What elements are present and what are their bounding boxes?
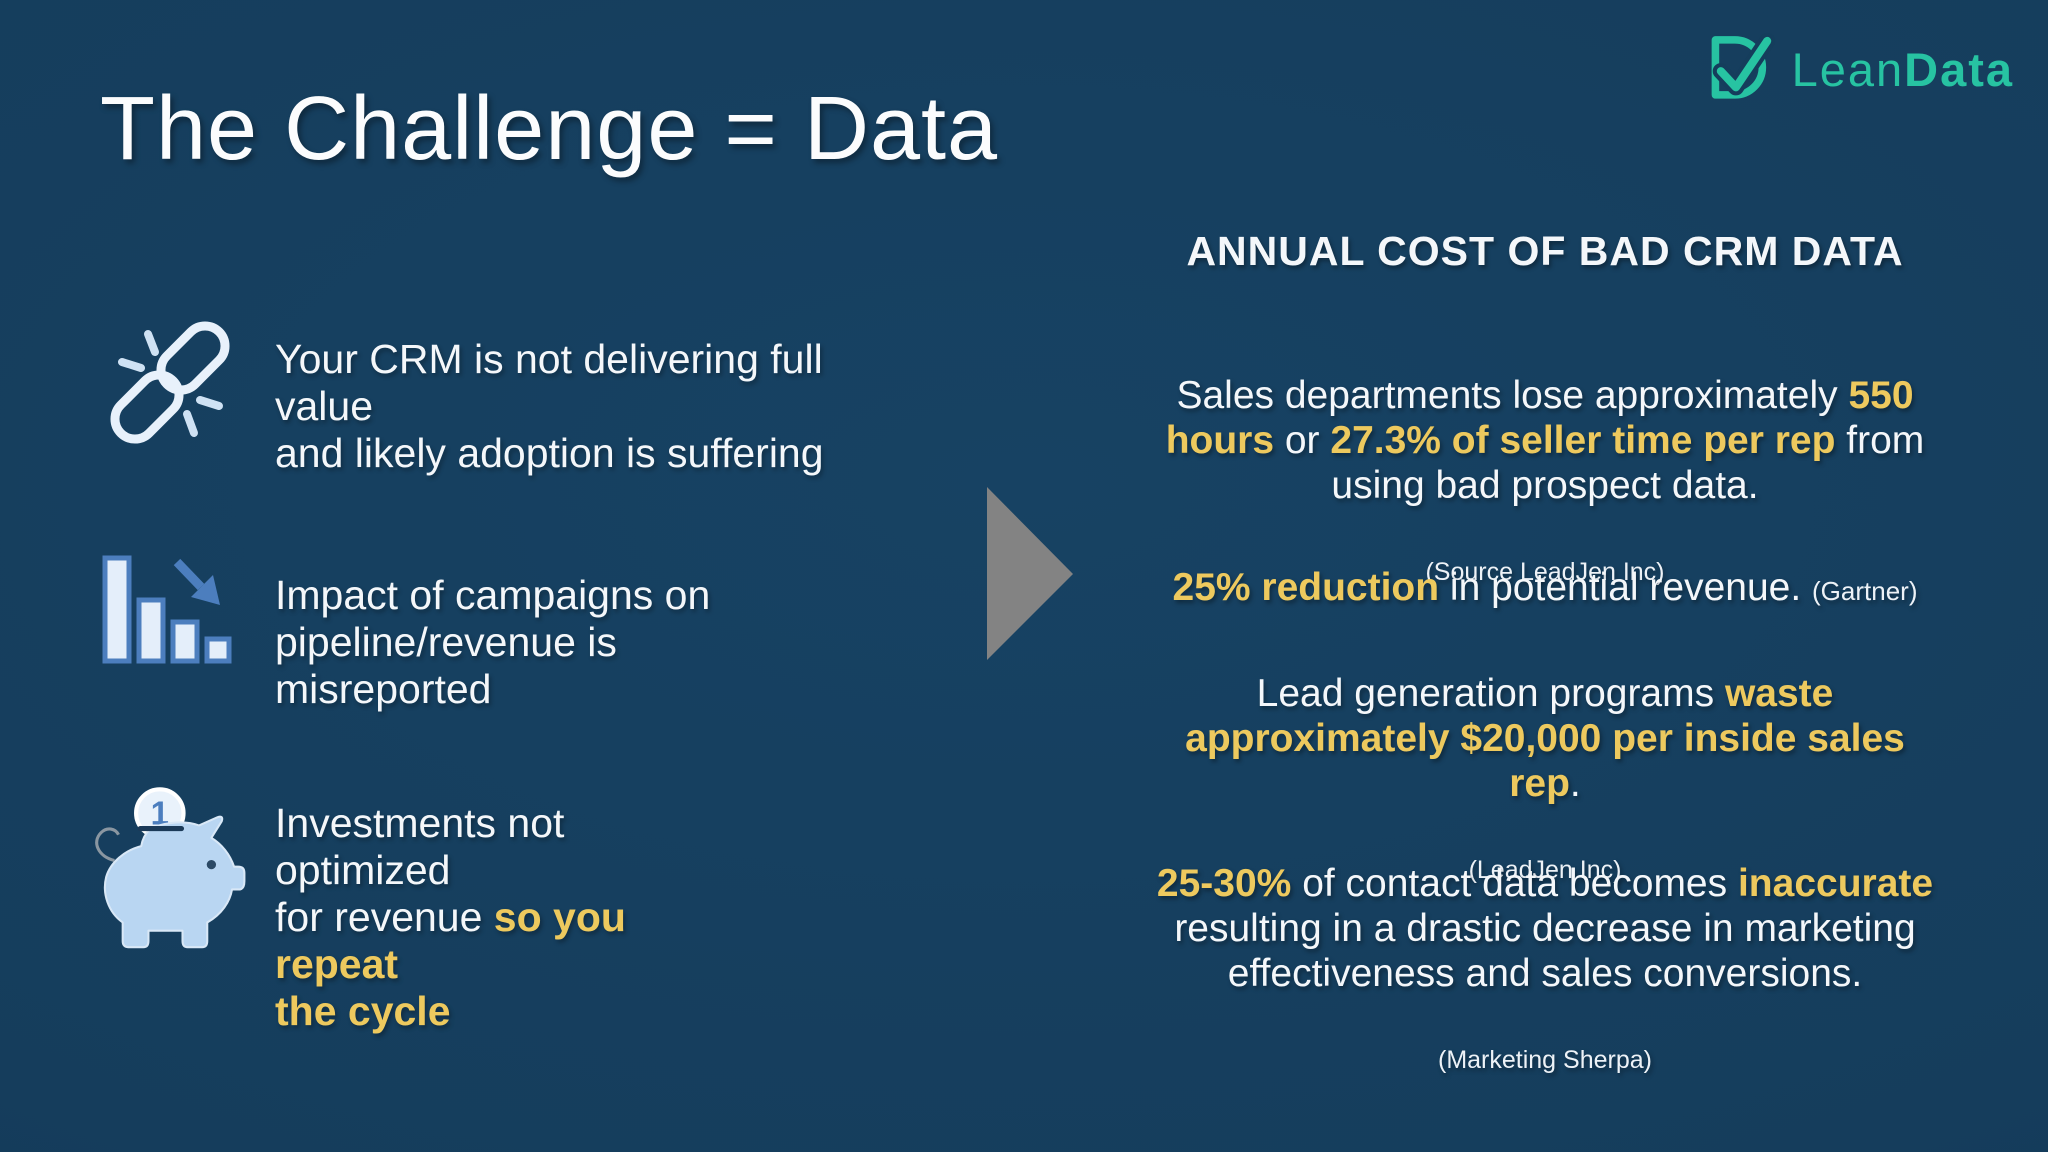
text-segment: (Gartner) — [1812, 576, 1918, 606]
text-segment: or — [1274, 419, 1331, 462]
stat-contact-data-inaccurate: 25-30% of contact data becomes inaccurat… — [1145, 816, 1945, 1120]
challenge-item-text: Impact of campaigns on pipeline/revenue … — [275, 572, 835, 713]
leandata-wordmark: Lean Data — [1792, 42, 2014, 97]
stat-text: 25-30% of contact data becomes inaccurat… — [1145, 861, 1945, 996]
svg-text:1: 1 — [151, 794, 169, 831]
challenge-item-text: Your CRM is not delivering full value an… — [275, 336, 835, 477]
text-segment: Sales departments lose approximately — [1176, 374, 1849, 417]
leandata-logo: Lean Data — [1696, 28, 2014, 110]
text-segment: inaccurate — [1737, 862, 1934, 905]
stat-lead-gen-waste: Lead generation programs waste approxima… — [1145, 626, 1945, 930]
panel-heading: ANNUAL COST OF BAD CRM DATA — [1186, 228, 1904, 274]
logo-word-data: Data — [1904, 42, 2014, 96]
stat-revenue-reduction: 25% reduction in potential revenue. (Gar… — [1145, 520, 1945, 659]
text-segment: 550 hours — [1165, 374, 1914, 462]
text-segment: from using bad prospect data. — [1331, 419, 1925, 507]
page-title: The Challenge = Data — [100, 79, 999, 179]
text-segment: Your CRM is not delivering full value an… — [275, 336, 824, 476]
text-segment: of contact data becomes — [1291, 862, 1738, 905]
text-segment: Lead generation programs — [1256, 672, 1725, 715]
stat-text: 25% reduction in potential revenue. (Gar… — [1145, 565, 1945, 614]
stat-bad-prospect-data: Sales departments lose approximately 550… — [1145, 328, 1945, 632]
piggy-bank-icon: 1 — [82, 778, 250, 979]
text-segment: in potential revenue. — [1439, 566, 1813, 609]
text-segment: resulting in a drastic decrease in marke… — [1174, 907, 1916, 995]
broken-link-icon — [95, 308, 245, 463]
logo-word-lean: Lean — [1791, 42, 1905, 96]
stat-source: (LeadJen Inc) — [1468, 856, 1622, 884]
declining-bar-chart-icon — [95, 538, 245, 693]
text-segment: . — [1569, 762, 1581, 805]
stat-source: (Source LeadJen Inc) — [1425, 558, 1665, 586]
stat-source: (Marketing Sherpa) — [1438, 1046, 1652, 1074]
text-segment: 27.3% of seller time per rep — [1330, 419, 1836, 462]
leandata-check-d-icon — [1711, 32, 1775, 99]
stat-text: Sales departments lose approximately 550… — [1145, 373, 1945, 508]
text-segment: 25% reduction — [1172, 566, 1440, 609]
stat-text: Lead generation programs waste approxima… — [1145, 671, 1945, 806]
text-segment: Impact of campaigns on pipeline/revenue … — [275, 572, 711, 712]
text-segment: 25-30% — [1156, 862, 1292, 905]
right-arrow-triangle — [987, 487, 1073, 660]
text-segment: so you repeat the cycle — [275, 894, 626, 1034]
challenge-item-text: Investments not optimized for revenue so… — [275, 800, 705, 1035]
text-segment: Investments not optimized for revenue — [275, 800, 565, 940]
text-segment: waste approximately $20,000 per inside s… — [1185, 672, 1905, 805]
